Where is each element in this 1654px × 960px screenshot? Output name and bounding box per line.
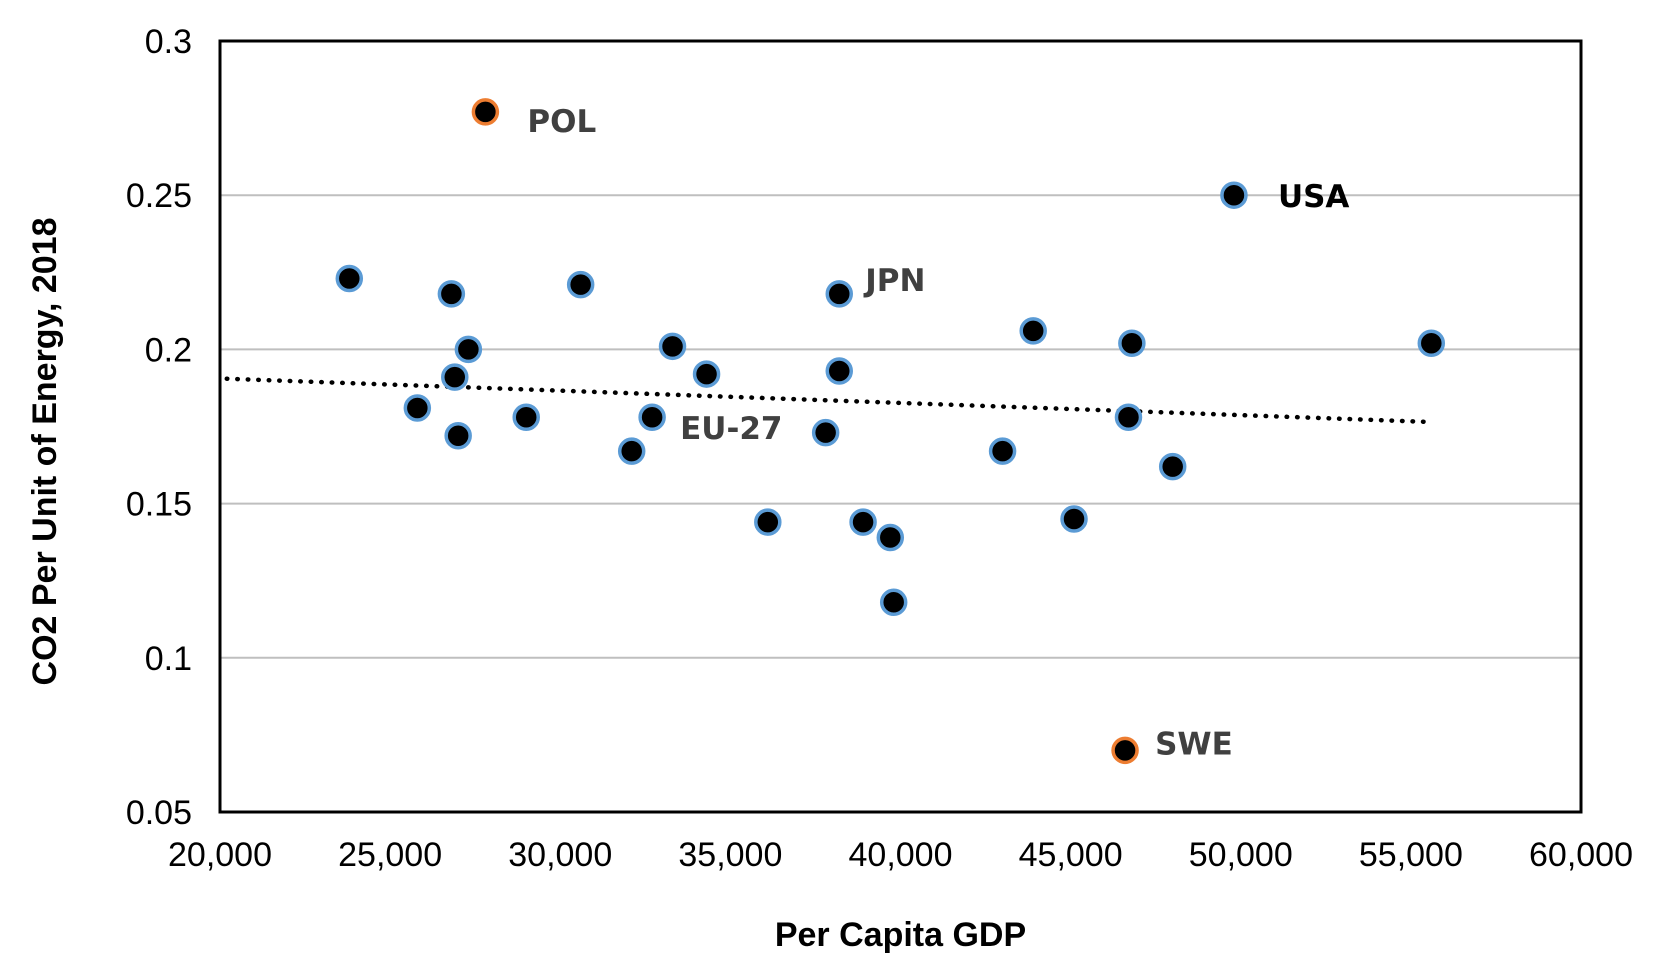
data-point [441, 363, 469, 391]
y-tick-label: 0.25 [126, 177, 192, 215]
x-tick-label: 25,000 [338, 836, 442, 874]
plot-area-border [218, 39, 1583, 814]
data-point [1118, 329, 1146, 357]
gridlines [220, 194, 1581, 659]
data-point [471, 98, 500, 126]
data-point [566, 270, 595, 299]
data-point [754, 508, 782, 536]
data-point [1417, 329, 1446, 357]
y-tick-label: 0.2 [145, 331, 192, 369]
data-point [512, 403, 540, 431]
data-point [1158, 452, 1187, 481]
x-tick-label: 40,000 [849, 836, 953, 874]
data-point [825, 280, 854, 308]
x-axis-tick-labels: 20,000 25,000 30,000 35,000 40,000 45,000 50,0… [168, 836, 1633, 874]
data-point [692, 360, 721, 388]
data-point [811, 418, 840, 447]
data-points [335, 98, 1446, 765]
data-point [876, 523, 905, 552]
x-tick-label: 35,000 [678, 836, 782, 874]
data-point [444, 422, 472, 450]
data-point [1220, 181, 1248, 209]
y-tick-label: 0.15 [126, 486, 192, 524]
y-tick-label: 0.05 [126, 794, 192, 832]
data-point [403, 394, 432, 422]
point-label: EU-27 [680, 411, 782, 447]
data-point [1019, 317, 1047, 345]
x-tick-label: 50,000 [1189, 836, 1293, 874]
point-label: USA [1278, 179, 1350, 215]
point-labels: POL USA JPN EU-27 SWE [527, 104, 1349, 762]
y-axis-title: CO2 Per Unit of Energy, 2018 [26, 218, 64, 686]
data-point [454, 335, 483, 364]
x-tick-label: 60,000 [1529, 836, 1633, 874]
data-point [988, 437, 1017, 465]
trendline-group [224, 376, 1431, 425]
point-label: SWE [1155, 726, 1233, 762]
trendline [224, 376, 1431, 425]
data-point [1060, 505, 1088, 533]
data-point [335, 264, 364, 293]
data-point [658, 332, 687, 361]
point-label: POL [527, 104, 596, 140]
data-point [825, 357, 854, 385]
y-axis-tick-labels: 0.05 0.1 0.15 0.2 0.25 0.3 [126, 23, 192, 832]
y-tick-label: 0.1 [145, 640, 192, 678]
data-point [1111, 736, 1139, 765]
data-point [617, 437, 646, 465]
data-point [1114, 403, 1143, 431]
data-point [437, 280, 466, 308]
point-label: JPN [863, 263, 925, 299]
x-axis-title: Per Capita GDP [775, 916, 1026, 954]
x-tick-label: 30,000 [508, 836, 612, 874]
x-tick-label: 55,000 [1359, 836, 1463, 874]
data-point [849, 508, 877, 536]
data-point [879, 588, 908, 617]
x-tick-label: 20,000 [168, 836, 272, 874]
x-tick-label: 45,000 [1019, 836, 1123, 874]
y-tick-label: 0.3 [145, 23, 192, 61]
data-point [638, 403, 666, 431]
